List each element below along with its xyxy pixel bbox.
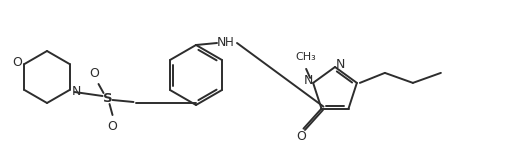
Text: S: S xyxy=(103,92,112,104)
Text: N: N xyxy=(72,84,81,98)
Text: N: N xyxy=(216,35,226,49)
Text: N: N xyxy=(335,59,345,71)
Text: O: O xyxy=(13,56,23,69)
Text: O: O xyxy=(297,130,307,143)
Text: O: O xyxy=(108,120,118,133)
Text: H: H xyxy=(225,35,234,49)
Text: O: O xyxy=(90,66,99,80)
Text: CH₃: CH₃ xyxy=(296,52,317,62)
Text: N: N xyxy=(303,74,313,87)
